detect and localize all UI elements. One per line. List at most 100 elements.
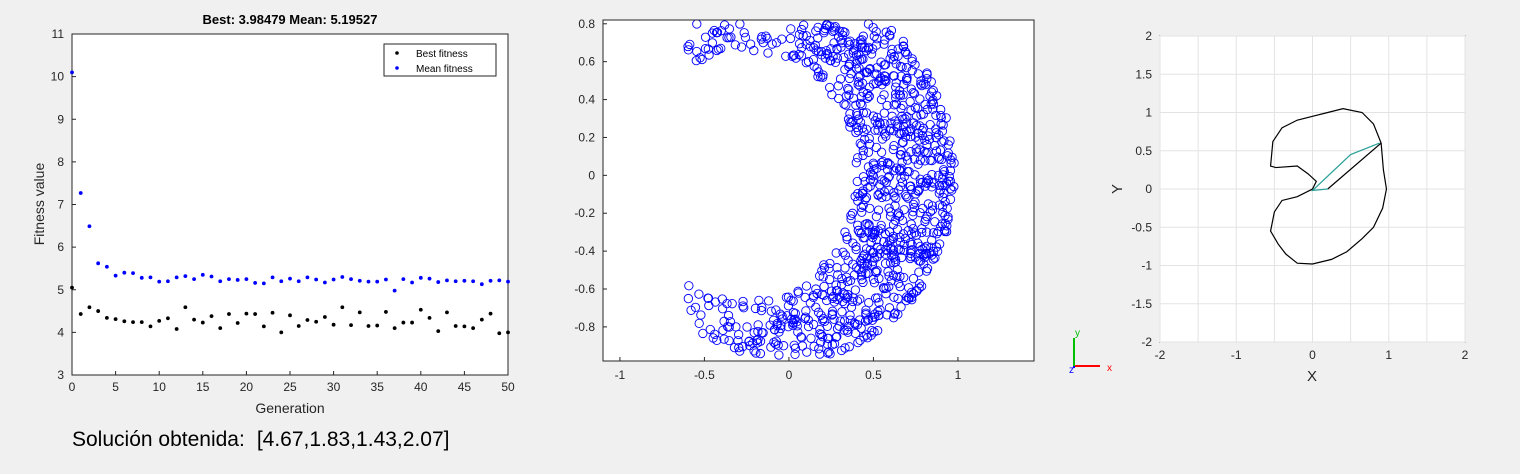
scatter-point [840,27,850,38]
scatter-point [884,303,895,313]
best-fitness-point [174,327,179,331]
best-fitness-point [218,326,223,331]
y-tick-label: 5 [57,283,64,297]
scatter-point [772,320,782,331]
scatter-point [863,147,874,157]
scatter-point [770,325,780,335]
scatter-point [757,32,767,42]
scatter-point [821,295,832,306]
scatter-point [801,306,811,316]
mean-fitness-point [270,275,275,280]
scatter-point [852,176,862,187]
scatter-point [876,147,887,157]
scatter-point [763,48,773,58]
x-tick-label: 35 [371,380,385,394]
scatter-point [856,228,867,239]
scatter-point [879,60,889,70]
scatter-point [928,85,938,96]
scatter-point [912,147,922,157]
scatter-point [916,79,926,89]
scatter-point [878,156,888,167]
scatter-point [911,144,921,154]
scatter-point [853,225,864,236]
scatter-point [905,97,915,107]
scatter-point [911,285,922,296]
best-fitness-point [418,307,423,312]
scatter-point [842,232,852,242]
scatter-point [857,259,867,269]
scatter-point [867,315,878,325]
scatter-point [700,32,711,42]
scatter-point [875,188,885,198]
plot-area [71,33,509,376]
scatter-point [727,299,737,309]
scatter-point [940,180,950,191]
scatter-point [767,39,777,49]
scatter-point [782,311,792,321]
scatter-point [857,35,867,45]
scatter-point [940,197,950,207]
scatter-point [917,125,927,136]
scatter-point [884,227,895,237]
mean-fitness-point [253,281,258,285]
scatter-point [908,210,918,220]
scatter-point [866,49,877,59]
scatter-point [771,339,781,349]
scatter-point [868,158,878,168]
scatter-point [818,272,828,282]
scatter-point [790,314,800,324]
scatter-point [884,126,895,136]
scatter-point [758,328,768,338]
y-tick-label: -0.8 [574,320,595,334]
scatter-point [822,321,833,331]
scatter-point [900,233,911,244]
scatter-point [792,321,802,331]
scatter-point [777,314,788,324]
scatter-point [816,310,826,320]
scatter-point [750,303,761,314]
mean-fitness-point [157,279,162,284]
scatter-point [860,194,870,205]
scatter-point [843,289,853,300]
scatter-point [814,344,824,354]
scatter-point [685,39,695,50]
scatter-point [868,111,878,121]
scatter-point [739,303,749,313]
best-fitness-point [392,326,397,331]
scatter-point [775,323,786,334]
scatter-point [813,71,823,82]
scatter-point [863,227,874,238]
scatter-point [840,250,851,260]
scatter-point [926,99,936,109]
scatter-point [736,42,747,52]
scatter-point [880,129,890,139]
scatter-point [933,152,943,162]
scatter-point [821,46,831,56]
scatter-point [900,114,910,124]
scatter-point [902,112,912,122]
scatter-point [839,52,849,63]
scatter-point [809,341,819,351]
mean-fitness-point [279,279,284,284]
scatter-point [931,132,941,143]
scatter-point [906,251,916,262]
scatter-point [704,50,714,60]
scatter-point [879,283,889,294]
y-tick-label: 1 [1145,106,1152,120]
scatter-point [817,289,827,300]
scatter-point [863,44,874,54]
scatter-point [683,293,694,304]
best-fitness-point [148,324,153,329]
scatter-point [791,53,801,63]
scatter-point [867,325,877,336]
scatter-point [766,306,776,316]
scatter-point [774,350,784,360]
mean-fitness-point [453,279,458,284]
scatter-point [941,178,952,188]
scatter-point [859,332,869,342]
scatter-point [902,73,912,83]
scatter-point [905,181,915,192]
scatter-point [895,271,905,282]
scatter-point [895,181,906,192]
mean-fitness-series [70,70,510,293]
